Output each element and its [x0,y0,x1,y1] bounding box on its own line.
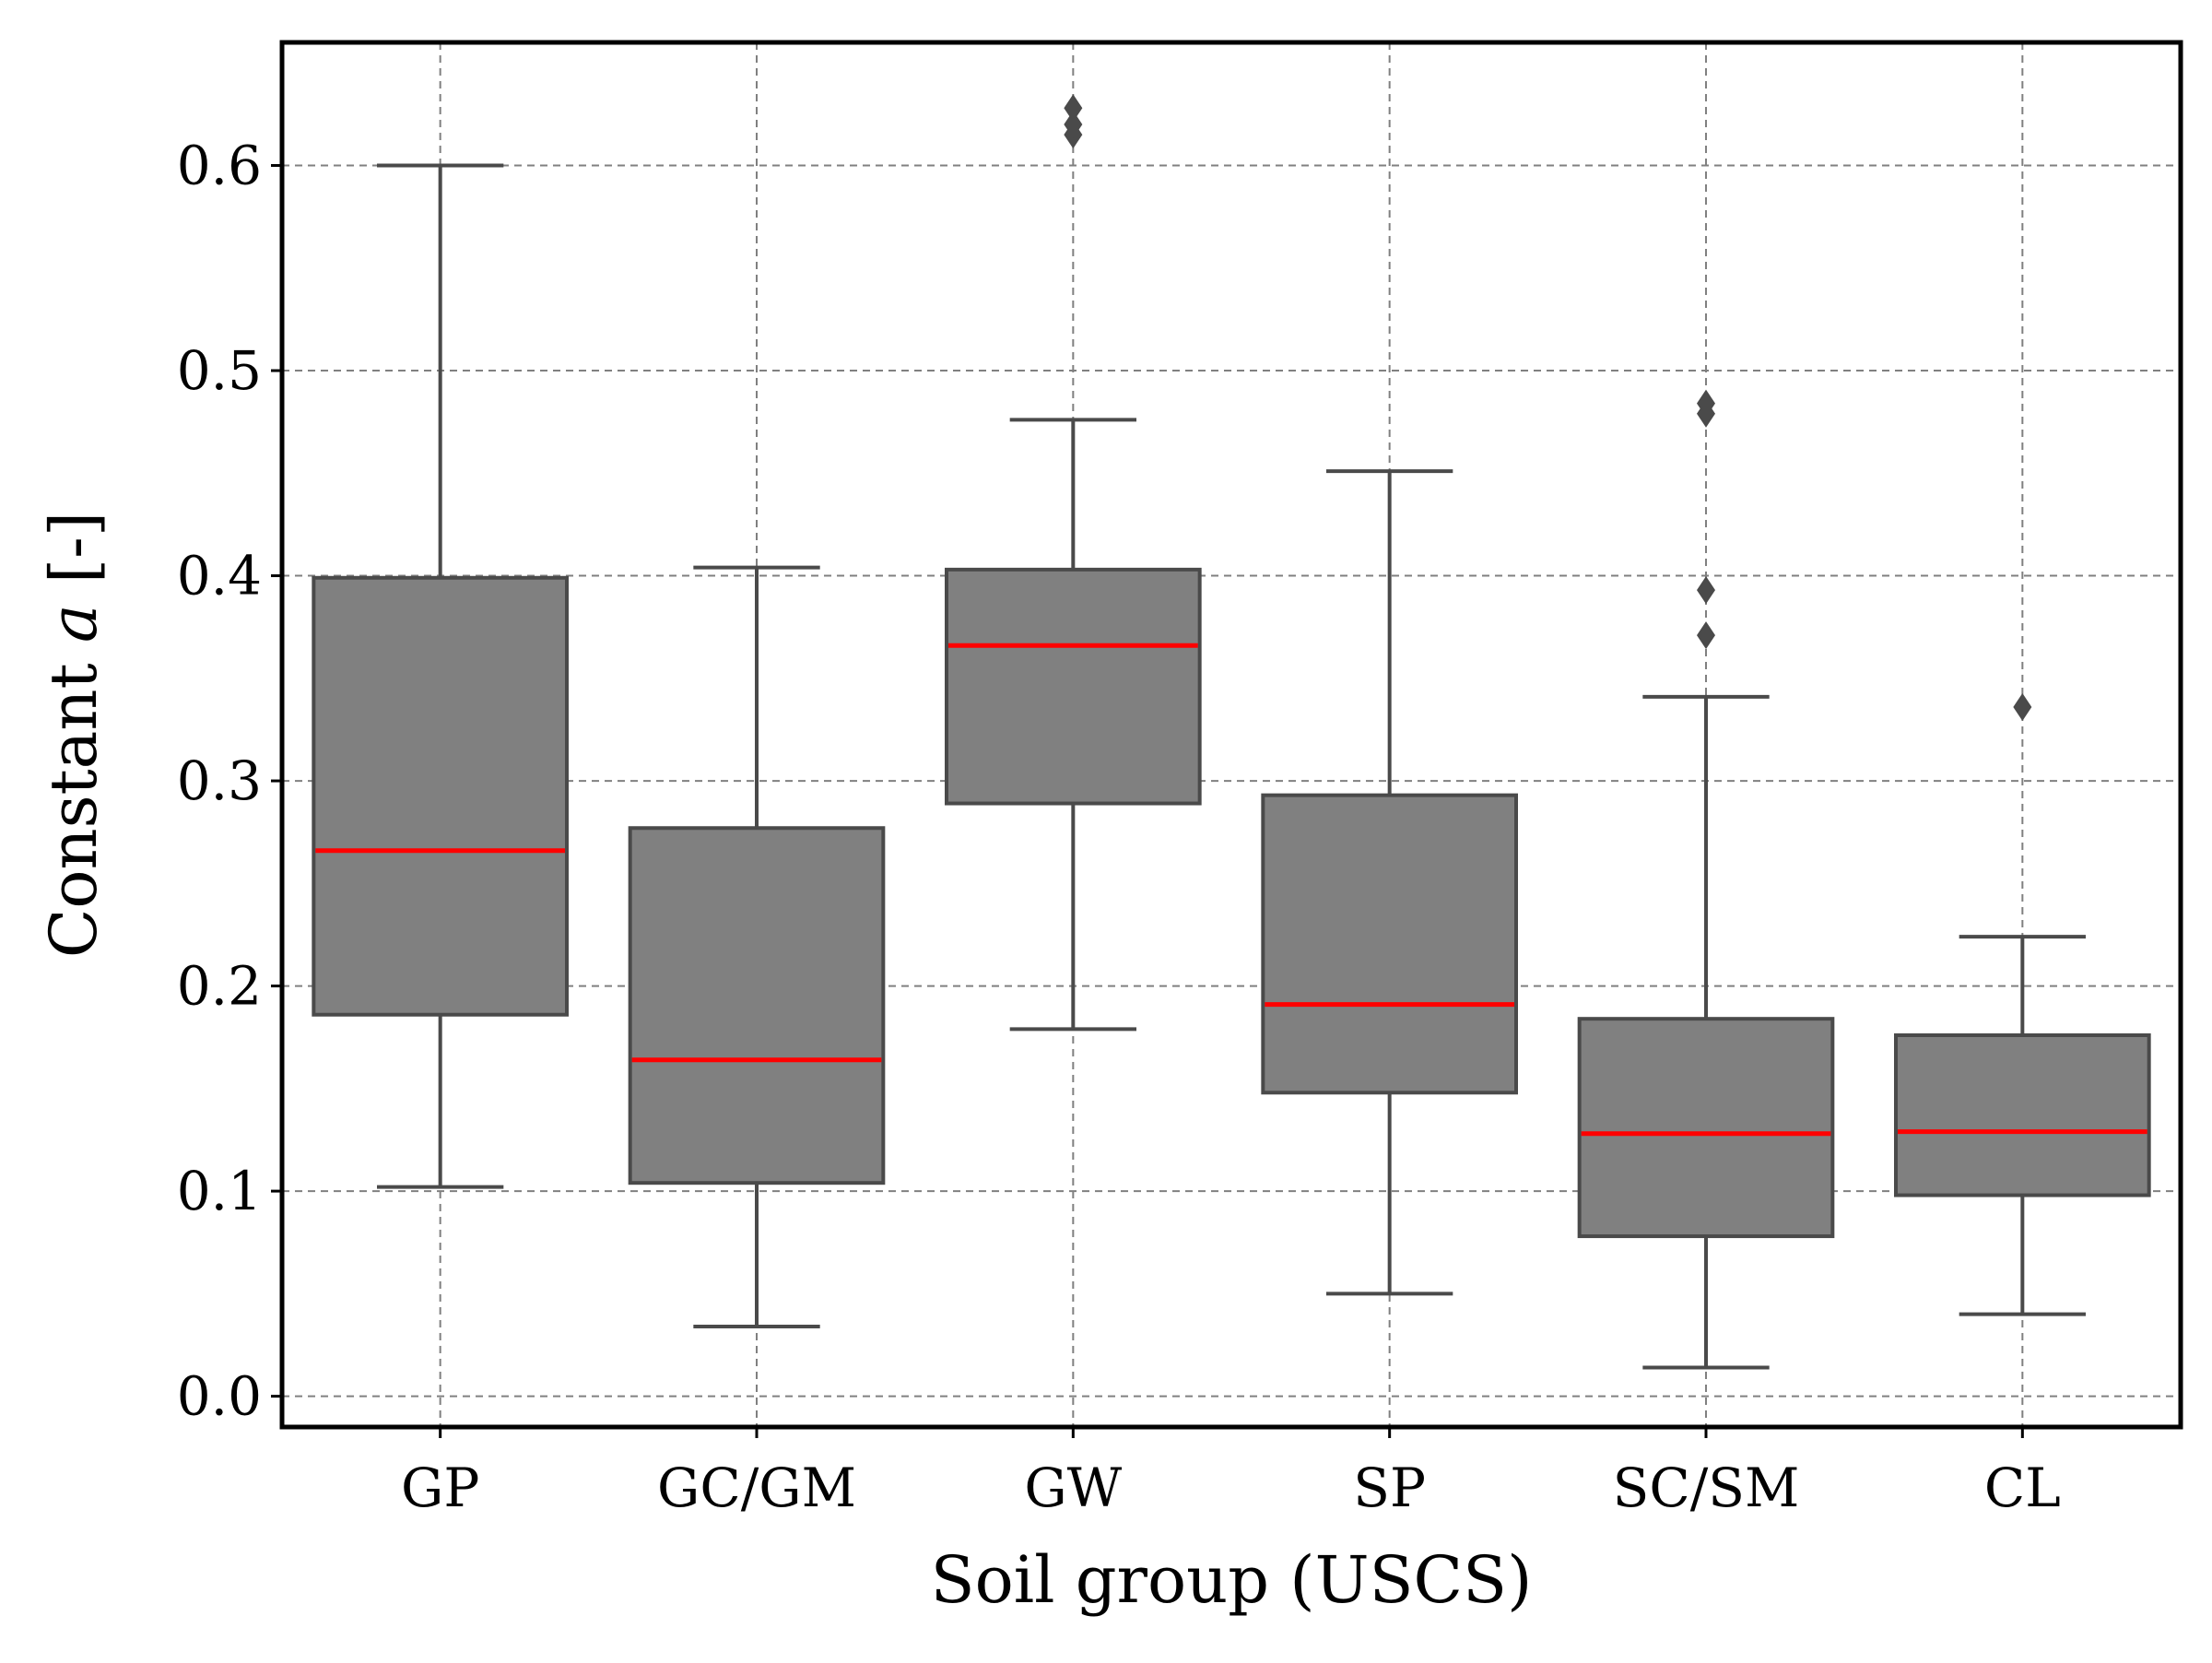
axis-ticks: 0.0 0.1 0.2 0.3 0.4 0.5 0.6 GP GC/GM GW SP SC/SM CL [177,135,2061,1519]
y-axis-label-variable: a [36,604,112,643]
x-tick-label: CL [1984,1457,2061,1519]
outlier-point [1697,576,1715,605]
outlier-point [1697,621,1715,650]
y-tick-label: 0.2 [177,955,262,1018]
outlier-point [2013,692,2032,721]
box-iqr [1577,1017,1835,1239]
box-sp [1261,469,1519,1296]
box-cl [1894,692,2151,1316]
x-tick-label: GW [1024,1457,1122,1519]
box-iqr [312,575,569,1017]
box-gp [312,163,569,1189]
x-tick-label: GC/GM [657,1457,856,1519]
box-gw [945,94,1202,1032]
y-axis-label-prefix: Constant [36,643,112,958]
plot-frame [279,40,2183,1430]
box-gc-gm [628,565,886,1328]
y-axis-label-suffix: [-] [36,512,112,605]
outlier-point [1064,94,1083,123]
box-iqr [1894,1032,2151,1197]
y-tick-label: 0.6 [177,135,262,197]
y-tick-label: 0.5 [177,339,262,402]
box-series [312,94,2151,1370]
y-tick-label: 0.0 [177,1365,262,1428]
y-tick-label: 0.1 [177,1160,262,1222]
y-tick-label: 0.3 [177,749,262,812]
x-tick-label: SC/SM [1613,1457,1800,1519]
outlier-point [1064,111,1083,139]
x-axis-label: Soil group (USCS) [931,1542,1533,1618]
x-tick-label: GP [401,1457,479,1519]
box-iqr [1261,793,1519,1095]
box-iqr [945,567,1202,806]
x-tick-label: SP [1353,1457,1426,1519]
box-sc-sm [1577,389,1835,1370]
box-iqr [628,826,886,1185]
outlier-point [1697,389,1715,418]
y-axis-label: Constant a [-] [36,512,112,958]
y-tick-label: 0.4 [177,545,262,607]
